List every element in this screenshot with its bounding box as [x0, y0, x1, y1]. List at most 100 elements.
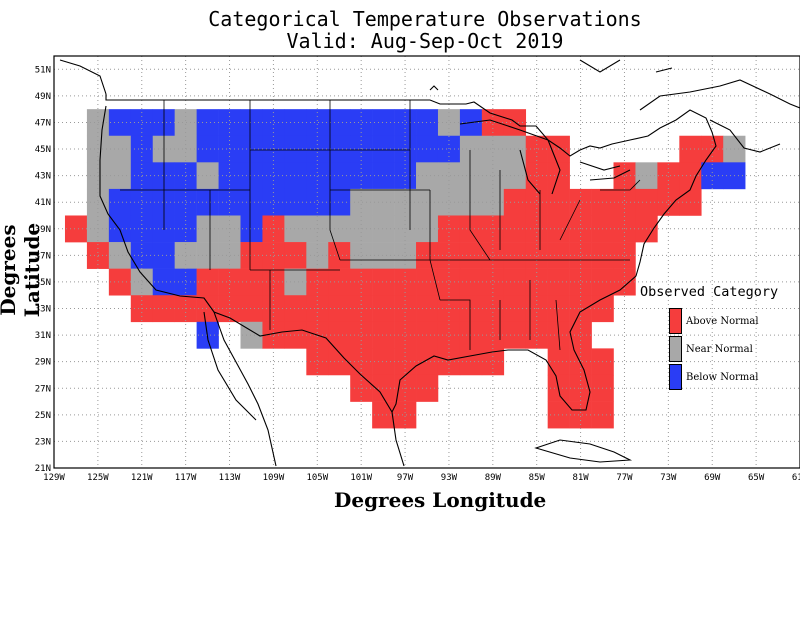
y-tick-label: 33N [35, 305, 51, 315]
x-tick-label: 113W [219, 473, 241, 483]
x-tick-label: 65W [748, 473, 765, 483]
category-cell [657, 188, 680, 216]
category-cell [525, 135, 548, 163]
category-cell [394, 268, 417, 296]
category-cell [372, 162, 395, 190]
x-tick-label: 77W [616, 473, 633, 483]
y-tick-label: 21N [35, 464, 51, 474]
category-cell [284, 188, 307, 216]
y-tick-label: 51N [35, 65, 51, 75]
x-axis-label: Degrees Longitude [334, 488, 547, 512]
category-cell [262, 109, 285, 137]
category-cell [218, 162, 241, 190]
legend-swatch-above [669, 308, 682, 334]
category-cell [350, 321, 373, 349]
category-cell [240, 268, 263, 296]
category-cell [372, 135, 395, 163]
category-cell [284, 321, 307, 349]
category-cell [525, 268, 548, 296]
category-cell [196, 242, 219, 269]
category-cell [196, 295, 219, 323]
y-tick-label: 39N [35, 225, 51, 235]
category-cell [152, 295, 175, 323]
x-tick-label: 81W [572, 473, 589, 483]
category-cell [196, 215, 219, 243]
y-axis-label: Degrees Latitude [0, 222, 44, 318]
category-cell [437, 321, 461, 349]
category-cell [481, 242, 505, 269]
category-cell [284, 109, 307, 137]
category-cell [394, 188, 417, 216]
legend-item-above: Above Normal [669, 308, 759, 334]
y-tick-label: 49N [35, 92, 51, 102]
category-cell [306, 268, 329, 296]
y-tick-label: 25N [35, 411, 51, 421]
category-cell [306, 242, 329, 269]
category-cell [240, 109, 263, 137]
category-cell [701, 162, 724, 190]
category-cell [481, 268, 505, 296]
category-cell [284, 295, 307, 323]
category-cell [64, 215, 88, 243]
category-cell [459, 188, 483, 216]
legend-swatch-below [669, 364, 682, 390]
category-cell [372, 401, 395, 429]
category-cell [525, 162, 548, 190]
category-cell [701, 135, 724, 163]
legend-item-near: Near Normal [669, 336, 753, 362]
category-cell [416, 268, 439, 296]
category-cell [240, 242, 263, 269]
x-tick-label: 109W [263, 473, 285, 483]
category-cell [350, 242, 373, 269]
category-cell [416, 374, 439, 402]
category-cell [569, 242, 592, 269]
x-tick-label: 73W [660, 473, 677, 483]
y-tick-label: 47N [35, 118, 51, 128]
category-cell [306, 135, 329, 163]
plot-frame [53, 55, 800, 469]
category-cell [372, 295, 395, 323]
category-cell [328, 321, 351, 349]
category-cell [218, 188, 241, 216]
y-tick-label: 35N [35, 278, 51, 288]
category-cell [350, 348, 373, 376]
great-lakes [459, 119, 631, 195]
category-cell [130, 162, 154, 190]
legend-title: Observed Category [640, 284, 779, 300]
x-tick-label: 85W [529, 473, 546, 483]
category-cell [394, 162, 417, 190]
category-cell [416, 242, 439, 269]
category-cell [416, 188, 439, 216]
category-cell [152, 268, 175, 296]
category-cell [262, 188, 285, 216]
category-cell [218, 109, 241, 137]
category-cell [174, 242, 197, 269]
category-cell [328, 162, 351, 190]
category-cell [240, 135, 263, 163]
category-cell [437, 135, 461, 163]
category-cell [437, 242, 461, 269]
y-tick-label: 29N [35, 358, 51, 368]
category-cell [350, 268, 373, 296]
category-cell [262, 242, 285, 269]
category-cell [262, 321, 285, 349]
category-cell [130, 135, 154, 163]
category-cell [306, 162, 329, 190]
category-cell [481, 135, 505, 163]
category-cell [328, 135, 351, 163]
category-cell [174, 188, 197, 216]
category-cell [481, 348, 505, 376]
category-cell [613, 268, 636, 296]
category-cell [196, 162, 219, 190]
category-cell [130, 109, 154, 137]
category-cell [218, 135, 241, 163]
chart-title: Categorical Temperature Observations [208, 7, 642, 31]
category-cell [394, 321, 417, 349]
category-cells [64, 109, 746, 429]
us-border-outline [99, 94, 717, 414]
category-cell [218, 242, 241, 269]
category-cell [240, 295, 263, 323]
x-tick-label: 69W [704, 473, 721, 483]
x-tick-label: 105W [306, 473, 328, 483]
category-cell [196, 268, 219, 296]
